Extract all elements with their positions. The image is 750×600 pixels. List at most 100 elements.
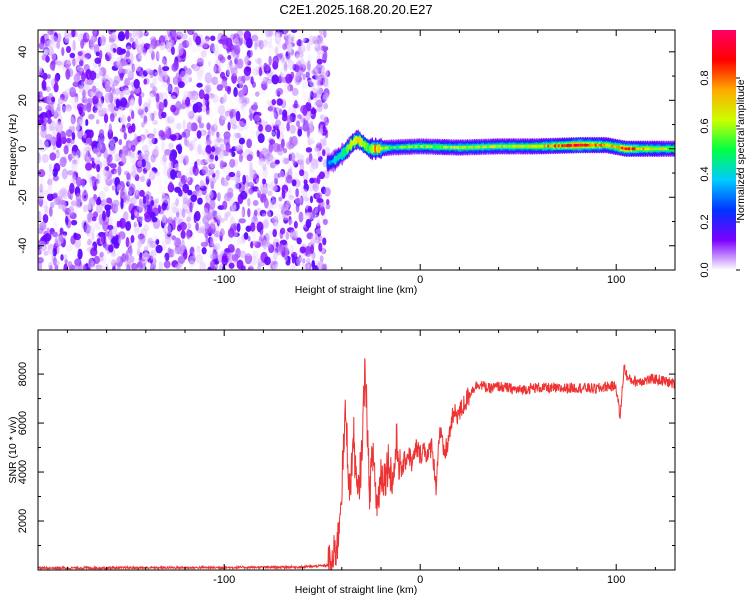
snr-x-ticks: -100 0 100: [66, 330, 656, 586]
noise-speckle: [51, 96, 56, 103]
noise-speckle: [218, 66, 224, 73]
noise-speckle: [309, 135, 315, 144]
noise-speckle: [276, 128, 281, 140]
noise-speckle: [79, 117, 86, 128]
noise-speckle: [297, 44, 306, 54]
noise-speckle: [258, 39, 264, 50]
noise-speckle: [266, 79, 273, 89]
noise-speckle: [213, 65, 221, 74]
colorbar-ticks: 0.0 0.2 0.4 0.6 0.8: [699, 70, 740, 278]
noise-speckle: [160, 121, 166, 129]
noise-speckle: [301, 61, 308, 69]
noise-speckle: [136, 31, 145, 38]
noise-speckle: [315, 44, 324, 56]
noise-speckle: [178, 181, 184, 188]
noise-speckle: [59, 227, 64, 235]
noise-speckle: [47, 185, 53, 195]
noise-speckle: [233, 240, 240, 249]
noise-speckle: [208, 187, 212, 196]
noise-speckle: [155, 244, 163, 254]
noise-speckle: [316, 142, 322, 152]
noise-speckle: [98, 246, 106, 253]
noise-speckle: [104, 204, 112, 211]
noise-speckle: [54, 264, 59, 270]
noise-speckle: [88, 196, 96, 208]
noise-speckle: [314, 43, 321, 52]
noise-speckle: [111, 217, 118, 228]
noise-speckle: [315, 132, 322, 138]
noise-speckle: [215, 211, 222, 221]
noise-speckle: [201, 150, 206, 156]
noise-speckle: [171, 207, 179, 214]
noise-speckle: [258, 123, 263, 132]
noise-speckle: [65, 68, 71, 80]
noise-speckle: [222, 200, 228, 210]
noise-speckle: [319, 114, 326, 120]
noise-speckle: [275, 33, 281, 39]
noise-speckle: [318, 242, 323, 252]
noise-speckle: [120, 198, 124, 210]
noise-speckle: [161, 57, 166, 65]
noise-speckle: [240, 265, 246, 270]
noise-speckle: [288, 219, 294, 225]
noise-speckle: [221, 255, 228, 267]
noise-speckle: [286, 174, 293, 184]
noise-speckle: [180, 94, 186, 103]
noise-speckle: [267, 230, 273, 239]
noise-speckle: [305, 157, 311, 165]
noise-speckle: [127, 138, 132, 149]
noise-speckle: [255, 163, 261, 169]
noise-speckle: [214, 146, 222, 156]
noise-speckle: [109, 102, 116, 113]
noise-speckle: [194, 210, 201, 222]
noise-speckle: [133, 88, 141, 95]
noise-speckle: [291, 254, 296, 264]
noise-speckle: [91, 160, 95, 168]
noise-speckle: [242, 156, 247, 162]
noise-speckle: [310, 158, 316, 166]
noise-speckle: [158, 255, 167, 263]
noise-speckle: [245, 187, 250, 194]
noise-speckle: [94, 57, 102, 64]
noise-speckle: [61, 201, 67, 213]
noise-speckle: [223, 93, 227, 103]
noise-speckle: [256, 187, 261, 194]
noise-speckle: [57, 103, 61, 112]
noise-speckle: [175, 216, 181, 225]
noise-speckle: [95, 203, 103, 214]
noise-speckle: [142, 222, 149, 229]
noise-speckle: [289, 165, 294, 171]
noise-speckle: [308, 87, 312, 98]
noise-speckle: [145, 194, 150, 201]
noise-speckle: [130, 144, 136, 152]
noise-speckle: [279, 170, 285, 180]
noise-speckle: [83, 56, 89, 63]
noise-speckle: [211, 94, 219, 103]
noise-speckle: [323, 102, 329, 110]
heatmap-x-ticks: -100 0 100: [66, 30, 656, 286]
noise-speckle: [164, 39, 170, 50]
noise-speckle: [41, 53, 46, 61]
noise-speckle: [315, 192, 323, 200]
noise-speckle: [39, 212, 43, 219]
noise-speckle: [48, 206, 53, 217]
noise-speckle: [112, 265, 116, 270]
noise-speckle: [137, 108, 144, 116]
y-tick-label: 40: [17, 46, 29, 58]
noise-speckle: [171, 219, 176, 231]
noise-speckle: [91, 232, 95, 241]
noise-speckle: [65, 45, 72, 54]
noise-speckle: [131, 110, 135, 120]
noise-speckle: [136, 261, 143, 270]
noise-speckle: [44, 139, 52, 148]
noise-speckle: [285, 199, 291, 208]
noise-speckle: [146, 178, 151, 188]
noise-speckle: [250, 255, 258, 266]
noise-speckle: [84, 79, 91, 85]
noise-speckle: [151, 235, 159, 241]
noise-speckle: [262, 39, 268, 48]
noise-speckle: [127, 125, 133, 134]
noise-speckle: [187, 263, 193, 270]
noise-speckle: [287, 59, 296, 71]
noise-speckle: [100, 107, 105, 115]
